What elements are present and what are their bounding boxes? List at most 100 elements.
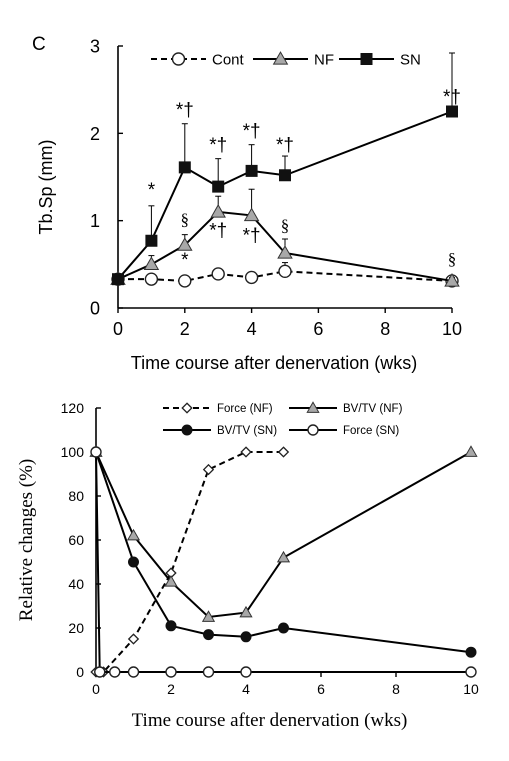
data-point — [446, 105, 458, 118]
y-tick-label: 2 — [90, 124, 100, 144]
data-point — [109, 666, 121, 678]
data-point — [202, 666, 215, 678]
data-point — [277, 446, 290, 458]
significance-mark: * — [148, 180, 156, 201]
x-axis-label: Time course after denervation (wks) — [131, 353, 417, 373]
relative-changes-chart: 0 20 40 60 80 100 120 0 2 4 6 8 10 Time course after … — [16, 400, 479, 731]
series-sn — [112, 52, 458, 286]
y-tick-label: 60 — [68, 532, 84, 548]
y-tick-label: 100 — [61, 444, 85, 460]
x-axis-label: Time course after denervation (wks) — [132, 710, 408, 731]
significance-mark: *† — [443, 87, 461, 108]
data-point — [126, 528, 141, 541]
significance-mark: § — [448, 249, 457, 268]
significance-mark: *† — [176, 100, 194, 121]
significance-mark: § — [281, 216, 290, 235]
y-tick-label: 120 — [61, 400, 85, 416]
data-point — [177, 237, 193, 251]
data-point — [127, 633, 140, 645]
data-point — [144, 272, 159, 286]
data-point — [203, 629, 214, 641]
y-tick-label: 80 — [68, 488, 84, 504]
data-point — [278, 264, 292, 279]
series-force-nf — [90, 446, 290, 678]
y-axis-label: Relative changes (%) — [16, 459, 37, 621]
x-tick-label: 4 — [247, 319, 257, 339]
legend-marker-nf — [272, 51, 289, 65]
data-point — [464, 445, 478, 457]
data-point — [279, 169, 291, 182]
legend-marker-bv-tv-nf — [306, 401, 320, 413]
x-tick-label: 4 — [242, 681, 250, 697]
data-point — [178, 161, 191, 174]
legend-marker-force-nf — [181, 402, 193, 414]
data-point — [112, 273, 124, 286]
legend-marker-sn — [360, 53, 373, 65]
legend-marker-force-sn — [307, 424, 319, 436]
data-point — [239, 605, 253, 618]
data-point — [164, 575, 178, 587]
significance-mark: *† — [209, 135, 227, 156]
data-point — [278, 622, 289, 634]
y-tick-label: 0 — [76, 664, 84, 680]
data-point — [94, 666, 106, 678]
data-point — [127, 666, 140, 678]
significance-mark: *† — [276, 135, 294, 156]
panel-label: C — [32, 34, 46, 55]
series-bv-tv-nf — [89, 445, 478, 622]
series-line-force-nf — [96, 451, 284, 673]
data-point — [165, 620, 177, 632]
data-point — [210, 204, 226, 218]
y-tick-label: 40 — [68, 576, 84, 592]
legend-label-cont: Cont — [212, 51, 245, 68]
data-point — [244, 270, 259, 285]
x-tick-label: 10 — [463, 681, 479, 697]
data-point — [90, 446, 102, 458]
data-point — [211, 267, 225, 281]
data-point — [240, 446, 252, 458]
legend-label-force-nf: Force (NF) — [217, 403, 273, 415]
significance-mark: *† — [243, 226, 261, 247]
data-point — [128, 556, 139, 568]
y-tick-label: 0 — [90, 298, 100, 318]
x-tick-label: 2 — [167, 681, 175, 697]
significance-mark: § — [181, 210, 190, 229]
data-point — [240, 631, 252, 643]
data-point — [212, 180, 225, 193]
x-tick-label: 8 — [380, 319, 390, 339]
y-tick-label: 20 — [68, 620, 84, 636]
significance-mark: * — [181, 250, 189, 271]
data-point — [245, 164, 258, 177]
tb-sp-chart: C 0 1 2 3 0 2 4 6 8 10 Time course after denervatio… — [32, 34, 462, 373]
y-axis-label: Tb.Sp (mm) — [36, 139, 56, 234]
legend-label-bv-tv-sn: BV/TV (SN) — [217, 425, 277, 437]
legend-marker-bv-tv-sn — [181, 424, 193, 436]
data-point — [201, 610, 216, 622]
series-cont — [111, 262, 459, 288]
legend-label-nf: NF — [314, 51, 334, 68]
significance-mark: *† — [243, 121, 261, 142]
data-point — [143, 256, 160, 271]
data-point — [178, 274, 192, 288]
x-tick-label: 10 — [442, 319, 462, 339]
x-tick-label: 6 — [317, 681, 325, 697]
data-point — [465, 666, 477, 678]
data-point — [276, 550, 291, 563]
series-bv-tv-sn — [90, 446, 477, 658]
x-tick-label: 6 — [313, 319, 323, 339]
legend-label-sn: SN — [400, 51, 421, 68]
data-point — [202, 463, 215, 476]
x-tick-label: 8 — [392, 681, 400, 697]
data-point — [465, 646, 477, 658]
x-tick-label: 0 — [113, 319, 123, 339]
y-tick-label: 1 — [90, 211, 100, 231]
x-tick-label: 2 — [180, 319, 190, 339]
significance-mark: *† — [209, 220, 227, 241]
x-tick-label: 0 — [92, 681, 100, 697]
data-point — [243, 207, 260, 222]
data-point — [277, 245, 293, 259]
data-point — [145, 234, 158, 247]
legend-label-force-sn: Force (SN) — [343, 425, 399, 437]
y-tick-label: 3 — [90, 36, 100, 56]
